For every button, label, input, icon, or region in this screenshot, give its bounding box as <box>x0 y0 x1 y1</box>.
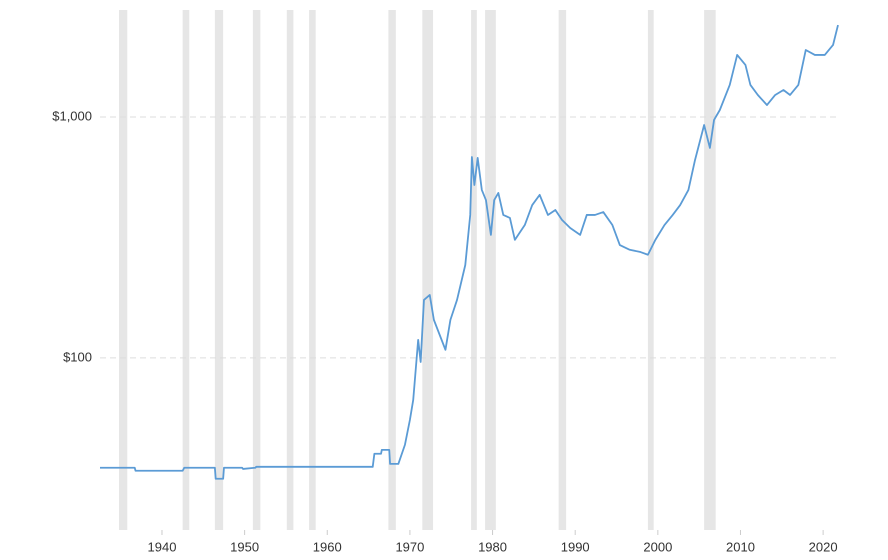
recession-band <box>286 10 294 530</box>
y-tick-label: $100 <box>63 349 92 364</box>
recession-band <box>704 10 716 530</box>
recession-band <box>309 10 316 530</box>
x-tick-label: 2010 <box>726 539 755 554</box>
recession-band <box>485 10 496 530</box>
recession-band <box>214 10 224 530</box>
recession-band <box>558 10 567 530</box>
x-tick-label: 1940 <box>148 539 177 554</box>
recession-band <box>119 10 128 530</box>
x-tick-label: 1950 <box>230 539 259 554</box>
recession-band <box>471 10 477 530</box>
recession-band <box>422 10 434 530</box>
x-tick-label: 2020 <box>809 539 838 554</box>
recession-band <box>388 10 396 530</box>
recession-band <box>252 10 261 530</box>
y-tick-label: $1,000 <box>52 108 92 123</box>
x-tick-label: 1960 <box>313 539 342 554</box>
x-tick-label: 2000 <box>643 539 672 554</box>
recession-band <box>182 10 190 530</box>
x-tick-label: 1980 <box>478 539 507 554</box>
price-line <box>100 24 839 480</box>
x-tick-label: 1990 <box>561 539 590 554</box>
recession-band <box>647 10 654 530</box>
x-tick-label: 1970 <box>395 539 424 554</box>
